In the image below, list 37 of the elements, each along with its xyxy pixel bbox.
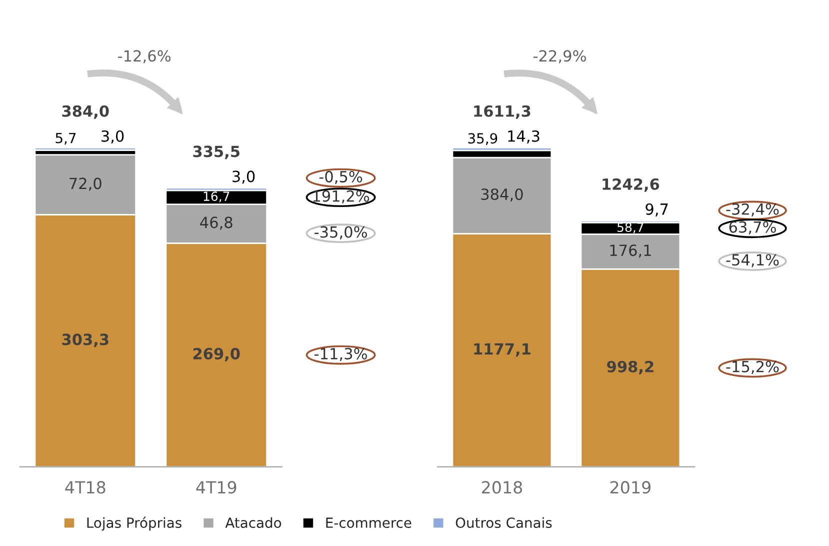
text: -54,1% bbox=[726, 254, 779, 268]
legend-label: Lojas Próprias bbox=[87, 516, 182, 531]
total-label: 1611,3 bbox=[474, 105, 530, 119]
text: -12,6% bbox=[118, 50, 171, 64]
data-label: 3,0 bbox=[232, 170, 255, 184]
text: -15,2% bbox=[726, 360, 779, 374]
legend-label: Outros Canais bbox=[456, 517, 552, 528]
total-label: 1242,6 bbox=[602, 178, 660, 192]
legend-label: Atacado bbox=[225, 517, 282, 528]
data-label: 46,8 bbox=[200, 216, 232, 230]
x-tick-label: 4T18 bbox=[65, 481, 106, 494]
data-label: 1177,1 bbox=[474, 343, 530, 357]
text: 63,7% bbox=[729, 221, 776, 234]
text: 191,2% bbox=[313, 190, 370, 204]
data-label: 269,0 bbox=[193, 348, 240, 362]
data-label: 998,2 bbox=[607, 360, 654, 374]
x-tick-label: 2019 bbox=[610, 481, 650, 494]
text: -35,0% bbox=[314, 226, 367, 240]
legend-label: E-commerce bbox=[326, 518, 412, 528]
data-label: 35,9 bbox=[468, 133, 498, 146]
data-label: 14,3 bbox=[508, 130, 540, 144]
data-label: 3,0 bbox=[102, 130, 124, 144]
data-label: 16,7 bbox=[204, 192, 230, 202]
total-label: 384,0 bbox=[62, 105, 109, 119]
data-label: 303,3 bbox=[62, 334, 108, 348]
total-label: 335,5 bbox=[193, 146, 240, 160]
data-label: 176,1 bbox=[610, 244, 651, 258]
data-label: 5,7 bbox=[56, 132, 76, 145]
data-label: 9,7 bbox=[646, 203, 668, 216]
data-label: 384,0 bbox=[481, 188, 523, 202]
text: -11,3% bbox=[314, 348, 367, 362]
x-tick-label: 2018 bbox=[482, 481, 522, 494]
text: -0,5% bbox=[319, 170, 362, 184]
text: -22,9% bbox=[534, 50, 586, 64]
x-tick-label: 4T19 bbox=[196, 481, 236, 494]
text: -32,4% bbox=[726, 203, 779, 216]
data-label: 72,0 bbox=[70, 178, 102, 191]
